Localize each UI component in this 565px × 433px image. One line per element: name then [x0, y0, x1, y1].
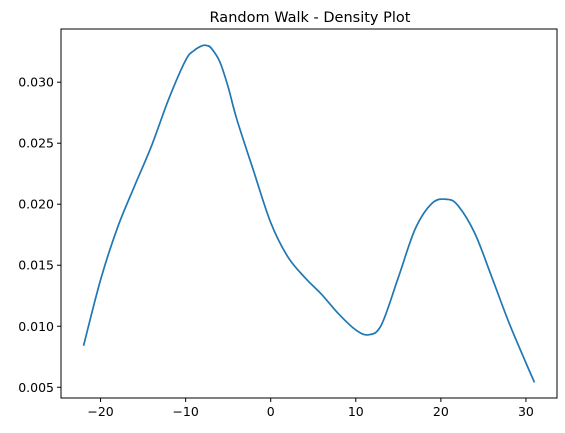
- density-line-0: [82, 44, 536, 383]
- series-layer: [82, 44, 536, 383]
- y-axis-ticks: 0.005 0.010 0.015 0.020 0.025 0.030: [18, 75, 61, 395]
- x-tick-label: −10: [172, 404, 198, 419]
- x-tick-label: 20: [433, 404, 449, 419]
- x-tick-label: 10: [348, 404, 364, 419]
- y-tick-label: 0.005: [18, 380, 54, 395]
- x-tick-label: 0: [267, 404, 275, 419]
- y-tick-label: 0.015: [18, 258, 54, 273]
- y-tick-label: 0.025: [18, 136, 54, 151]
- chart-title: Random Walk - Density Plot: [210, 10, 411, 26]
- x-tick-label: 30: [518, 404, 534, 419]
- x-axis-ticks: −20 −10 0 10 20 30: [87, 398, 534, 419]
- y-tick-label: 0.030: [18, 75, 54, 90]
- plot-area: [61, 29, 557, 398]
- y-tick-label: 0.020: [18, 197, 54, 212]
- x-tick-label: −20: [87, 404, 113, 419]
- y-tick-label: 0.010: [18, 319, 54, 334]
- plot-frame: [60, 28, 558, 399]
